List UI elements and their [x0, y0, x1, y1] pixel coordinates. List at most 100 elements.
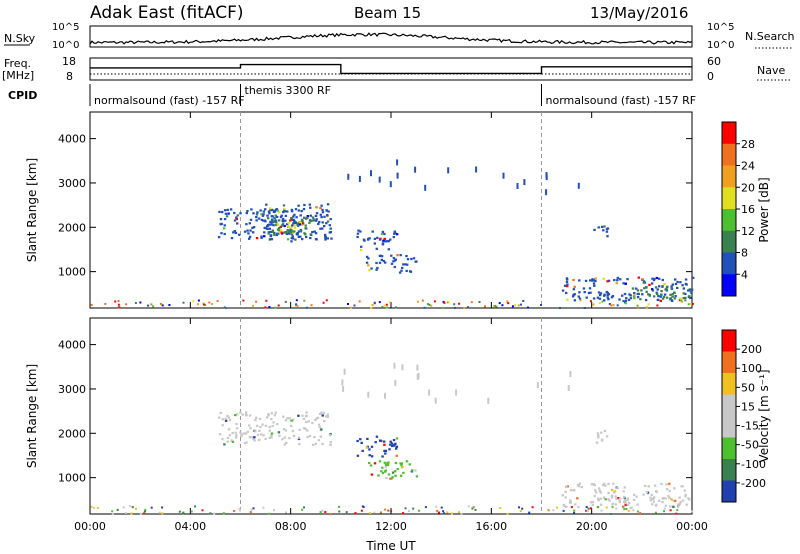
echo-cell [236, 222, 239, 225]
echo-cell [286, 225, 289, 228]
echo-cell [297, 222, 300, 226]
echo-cell [263, 231, 266, 234]
echo-cell [670, 287, 673, 290]
echo-cell [599, 294, 602, 297]
echo-cell [690, 291, 693, 295]
echo-cell [363, 239, 366, 242]
ytick-label-2: 3000 [58, 383, 86, 396]
echo-cell [251, 304, 254, 307]
echo-cell [389, 181, 392, 188]
echo-cell [600, 431, 603, 434]
noise-panel: N.Sky 10^5 10^0 10^5 10^0 N.Search [4, 22, 795, 51]
echo-cell [622, 490, 625, 493]
echo-cell [345, 511, 348, 514]
echo-cell [330, 237, 333, 240]
echo-cell [298, 223, 302, 226]
echo-cell [433, 300, 436, 303]
echo-cell [347, 303, 349, 305]
echo-cell [600, 509, 603, 512]
echo-cell [265, 203, 268, 206]
echo-cell [637, 292, 640, 295]
echo-cell [255, 416, 258, 419]
echo-cell [360, 509, 363, 512]
echo-cell [633, 297, 636, 300]
echo-cell [235, 427, 239, 430]
echo-cell [416, 300, 419, 303]
echo-cell [671, 499, 674, 502]
echo-cell [583, 307, 586, 309]
echo-cell [396, 159, 399, 166]
echo-cell [286, 229, 289, 232]
echo-cell [635, 495, 638, 498]
echo-cell [321, 208, 324, 211]
echo-cell [239, 212, 242, 215]
echo-cell [602, 229, 605, 232]
echo-cell [255, 219, 258, 222]
echo-cell [633, 292, 636, 295]
xtick-label-1: 04:00 [174, 520, 206, 533]
echo-cell [383, 304, 386, 307]
echo-cell [626, 499, 629, 502]
echo-cell [576, 497, 579, 500]
echo-cell [611, 295, 615, 298]
echo-cell [573, 293, 576, 296]
echo-cell [637, 276, 640, 279]
echo-cell [290, 210, 294, 213]
echo-cell [605, 506, 608, 509]
echo-cell [678, 502, 681, 505]
cpid-segment-0: normalsound (fast) -157 RF [94, 94, 245, 107]
echo-cell [623, 500, 627, 503]
echo-cell [642, 282, 645, 285]
echo-cell [446, 511, 449, 514]
echo-cell [598, 489, 602, 492]
echo-cell [218, 210, 221, 213]
echo-cell [299, 230, 303, 233]
echo-cell [258, 417, 262, 420]
velocity-colorbar-tick-label-4: -15 [741, 420, 759, 433]
echo-cell [565, 280, 569, 283]
echo-cell [248, 222, 251, 225]
echo-cell [414, 469, 417, 472]
echo-cell [381, 466, 384, 469]
echo-cell [588, 287, 592, 290]
echo-cell [319, 207, 322, 210]
echo-cell [273, 217, 276, 220]
echo-cell [285, 441, 288, 445]
echo-cell [158, 511, 161, 514]
echo-cell [231, 431, 234, 435]
echo-cell [315, 238, 318, 241]
echo-cell [383, 237, 386, 240]
echo-cell [234, 431, 237, 434]
echo-cell [384, 449, 388, 452]
echo-cell [598, 297, 602, 300]
echo-cell [636, 306, 639, 309]
echo-cell [271, 424, 274, 428]
echo-cell [405, 460, 409, 463]
echo-cell [623, 292, 627, 296]
echo-cell [222, 512, 225, 515]
echo-cell [284, 214, 288, 217]
echo-cell [577, 505, 580, 509]
echo-cell [255, 237, 259, 240]
echo-cell [223, 209, 227, 212]
echo-cell [511, 305, 514, 308]
echo-cell [286, 238, 290, 241]
echo-cell [393, 362, 396, 369]
echo-cell [536, 382, 539, 389]
echo-cell [660, 290, 663, 293]
echo-cell [287, 230, 291, 233]
echo-cell [616, 487, 619, 490]
echo-cell [502, 172, 505, 179]
power-colorbar-tick-label-3: 16 [741, 203, 755, 216]
echo-cell [326, 220, 330, 223]
echo-cell [376, 266, 379, 270]
echo-cell [563, 284, 567, 287]
echo-cell [276, 223, 280, 226]
echo-cell [610, 296, 614, 299]
echo-cell [649, 496, 652, 499]
echo-cell [211, 303, 214, 305]
echo-cell [249, 218, 253, 221]
echo-cell [271, 230, 274, 234]
echo-cell [384, 508, 387, 511]
echo-cell [651, 503, 654, 506]
